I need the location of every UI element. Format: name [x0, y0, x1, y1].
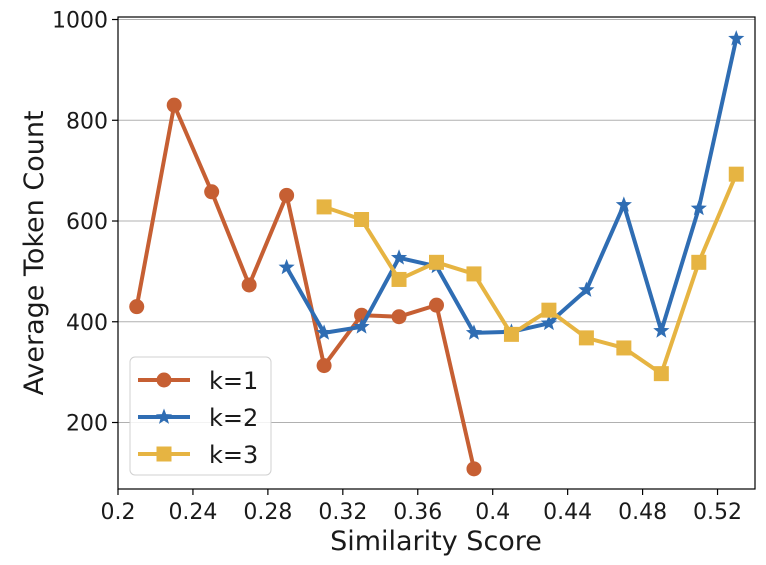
y-tick-label: 1000: [52, 9, 108, 34]
data-point: [540, 314, 557, 331]
data-point: [578, 281, 595, 297]
legend-label: k=3: [209, 441, 258, 469]
plot-frame: [117, 16, 756, 490]
data-point: [465, 324, 483, 340]
legend-item: k=3: [138, 441, 258, 469]
data-point: [279, 187, 295, 203]
y-axis-ticks: 200 400 600 800 1000: [52, 9, 118, 437]
series-k3: [316, 166, 744, 382]
data-point: [390, 249, 408, 265]
legend-marker: [156, 446, 172, 462]
data-point: [691, 254, 707, 270]
data-point: [466, 266, 482, 282]
x-tick-label: 0.36: [393, 500, 442, 525]
legend: k=1 k=2 k=3: [129, 356, 272, 476]
y-tick-label: 400: [66, 311, 108, 336]
series-layer: [129, 30, 745, 477]
x-tick-label: 0.2: [101, 500, 136, 525]
legend-marker: [156, 372, 172, 388]
legend-item: k=2: [138, 404, 258, 432]
data-point: [466, 461, 482, 477]
data-point: [316, 324, 333, 340]
legend-label: k=1: [209, 367, 258, 395]
x-tick-label: 0.48: [618, 500, 667, 525]
data-point: [653, 322, 670, 338]
data-point: [354, 212, 370, 228]
x-tick-label: 0.24: [168, 500, 217, 525]
data-point: [578, 330, 594, 346]
x-axis-label: Similarity Score: [330, 526, 542, 557]
data-point: [353, 318, 370, 334]
series-line: [284, 36, 739, 335]
data-point: [653, 366, 669, 382]
x-axis-ticks: 0.2 0.24 0.28 0.32 0.36 0.4 0.44 0.48 0.52: [101, 489, 742, 525]
data-point: [503, 326, 519, 342]
series-line: [322, 172, 739, 376]
data-point: [728, 166, 744, 182]
data-point: [166, 97, 182, 113]
data-point: [728, 30, 745, 46]
series-line: [134, 103, 476, 471]
series-k1: [129, 97, 482, 477]
legend-marker: [155, 408, 173, 424]
data-point: [429, 254, 444, 270]
y-tick-label: 600: [66, 210, 108, 235]
legend-label: k=2: [209, 404, 258, 432]
x-tick-label: 0.28: [243, 500, 292, 525]
data-point: [391, 271, 407, 287]
y-tick-label: 200: [66, 412, 108, 437]
x-tick-label: 0.44: [543, 500, 592, 525]
data-point: [541, 302, 557, 318]
data-point: [278, 258, 295, 275]
y-axis-label: Average Token Count: [19, 110, 50, 395]
legend-item: k=1: [138, 367, 258, 395]
x-tick-label: 0.4: [475, 500, 510, 525]
y-tick-label: 800: [66, 109, 108, 134]
x-tick-label: 0.32: [318, 500, 367, 525]
data-point: [616, 340, 632, 356]
data-point: [429, 297, 444, 313]
data-point: [391, 309, 407, 325]
data-point: [690, 199, 707, 216]
data-point: [241, 277, 257, 293]
data-point: [316, 358, 332, 374]
data-point: [615, 196, 632, 212]
data-point: [316, 199, 332, 215]
series-k2: [278, 30, 745, 340]
data-point: [204, 184, 220, 200]
x-tick-label: 0.52: [693, 500, 742, 525]
data-point: [129, 299, 145, 315]
